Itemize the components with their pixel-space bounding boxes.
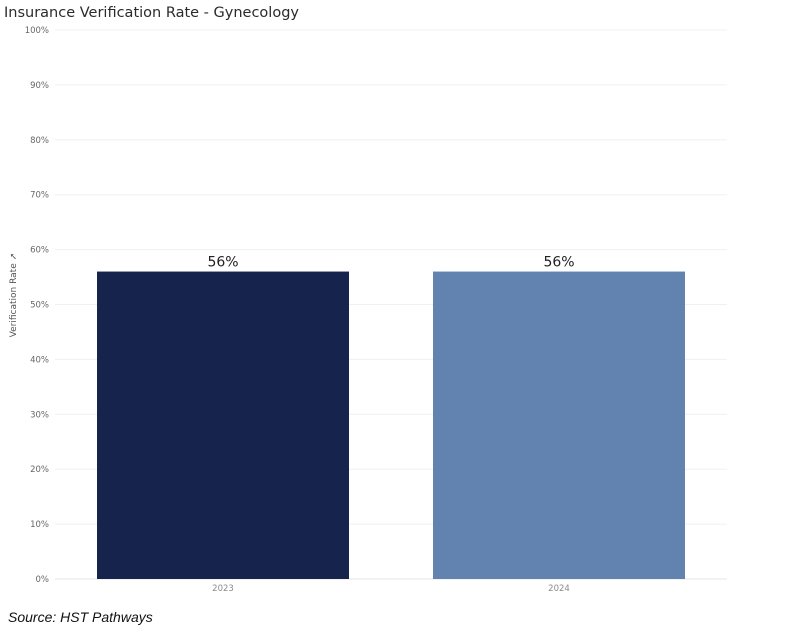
x-axis-ticks: 2023 2024 [212, 584, 570, 594]
y-tick-label: 30% [30, 410, 49, 420]
y-tick-label: 90% [30, 81, 49, 91]
y-tick-label: 100% [25, 26, 49, 36]
y-tick-label: 20% [30, 465, 49, 475]
y-tick-label: 0% [36, 575, 50, 585]
bar-2023[interactable] [97, 271, 349, 579]
bar-chart: 0%10%20%30%40%50%60%70%80%90%100% 56% 56%… [25, 26, 727, 594]
y-tick-label: 70% [30, 191, 49, 201]
data-labels: 56% 56% [207, 255, 574, 271]
chart-title: Insurance Verification Rate - Gynecology [4, 5, 299, 21]
data-label: 56% [543, 255, 574, 271]
bars [97, 271, 685, 579]
x-tick-label: 2024 [548, 584, 570, 594]
source-note: Source: HST Pathways [8, 609, 153, 625]
y-tick-label: 50% [30, 301, 49, 311]
x-tick-label: 2023 [212, 584, 234, 594]
y-axis-ticks: 0% 10% 20% 30% 40% 50% 60% 70% 80% 90% 100% [25, 26, 49, 585]
y-tick-label: 80% [30, 136, 49, 146]
y-tick-label: 10% [30, 520, 49, 530]
data-label: 56% [207, 255, 238, 271]
y-tick-label: 60% [30, 246, 49, 256]
y-tick-label: 40% [30, 355, 49, 365]
bar-2024[interactable] [433, 271, 685, 579]
